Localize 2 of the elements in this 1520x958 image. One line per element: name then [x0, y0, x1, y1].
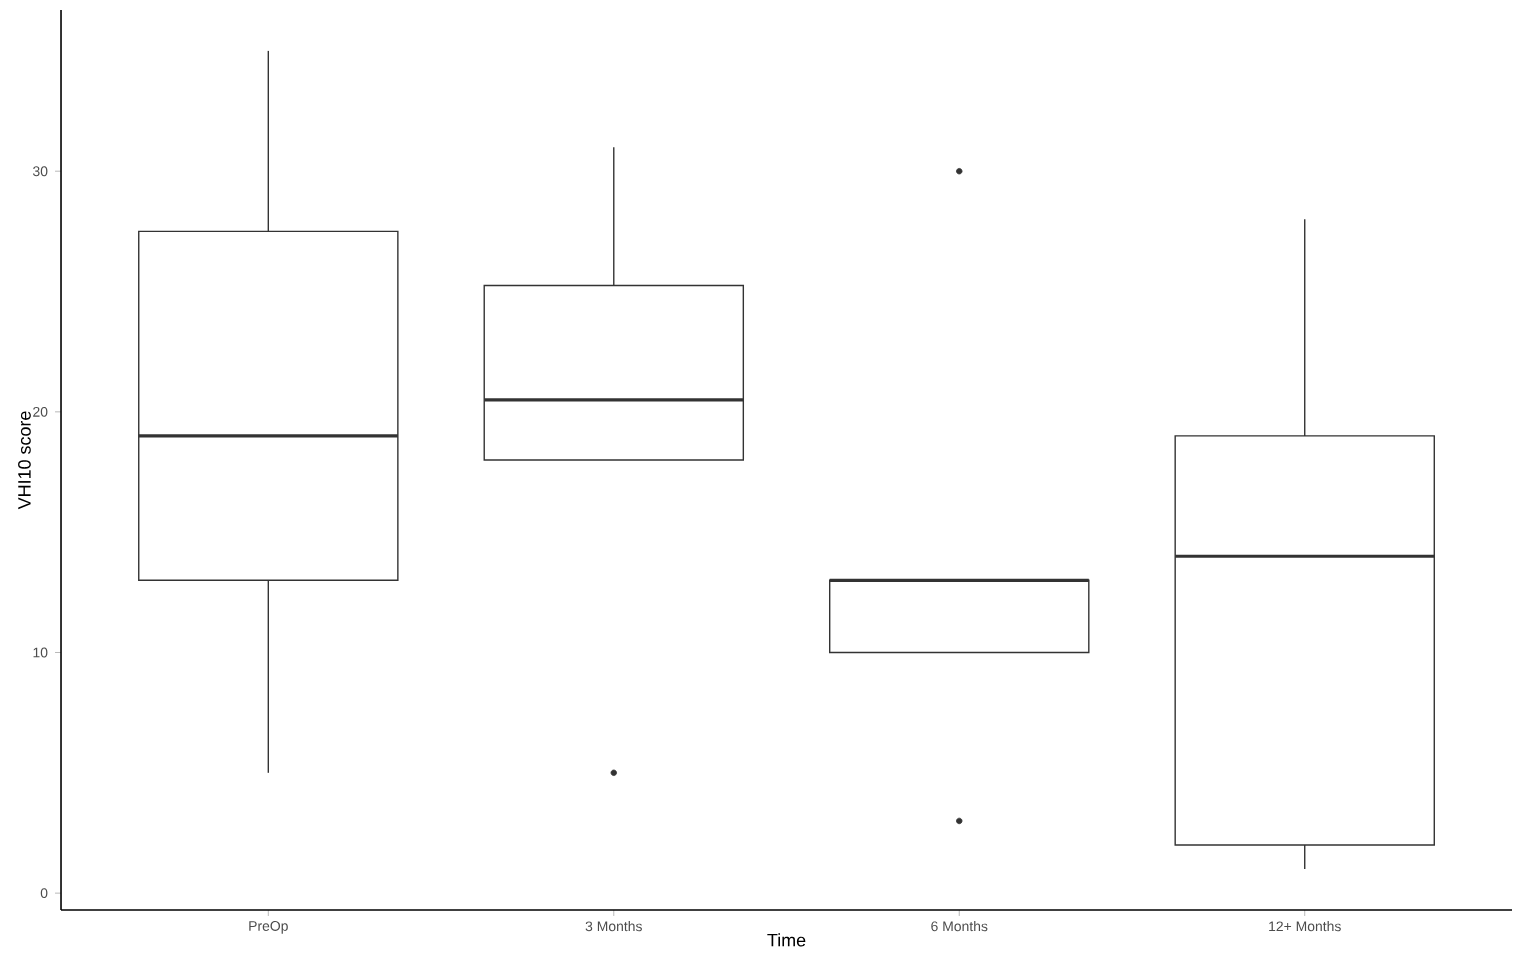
y-axis-title: VHI10 score: [18, 411, 31, 510]
x-axis-title: Time: [767, 933, 806, 947]
